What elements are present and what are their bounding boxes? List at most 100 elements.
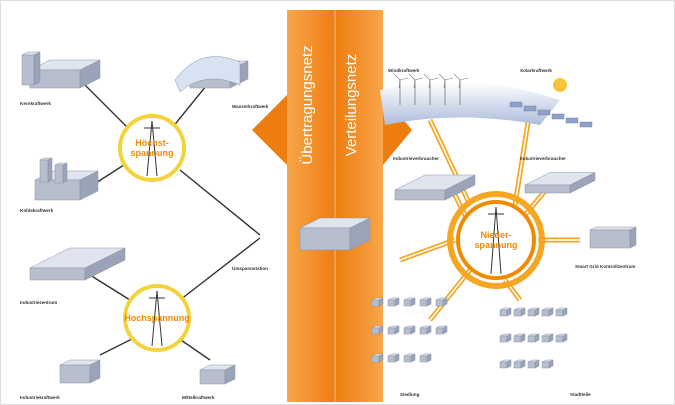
icon-front xyxy=(499,335,508,343)
icon-side xyxy=(506,359,512,369)
icon-side xyxy=(534,359,540,369)
orange-line-cores xyxy=(399,109,580,321)
hub xyxy=(123,284,191,352)
icon-side xyxy=(629,226,637,249)
hydro-dam xyxy=(174,56,241,93)
icon-side xyxy=(79,59,101,89)
icon-side xyxy=(534,307,540,317)
icon-side xyxy=(426,325,432,335)
distribution-label: Verteilungsnetz xyxy=(343,54,360,157)
icon-front xyxy=(387,299,396,307)
icon-side xyxy=(224,364,236,385)
node-label: Wasserkraftwerk xyxy=(232,104,269,109)
icon-front xyxy=(527,361,536,369)
icon-side xyxy=(562,307,568,317)
icon-front xyxy=(589,229,631,249)
icon-front xyxy=(527,335,536,343)
turbine-blades xyxy=(438,73,454,89)
turbine-blades xyxy=(423,73,439,89)
icon-side xyxy=(506,333,512,343)
solar-panel xyxy=(565,117,579,124)
icon-front xyxy=(371,299,380,307)
icon-front xyxy=(435,299,444,307)
icon-side xyxy=(47,157,53,183)
icon-front xyxy=(29,267,86,281)
node-label: Solarkraftwerk xyxy=(520,68,552,73)
icon-front xyxy=(387,355,396,363)
icon-side xyxy=(33,51,41,86)
solar-panel xyxy=(579,121,593,128)
connections xyxy=(79,74,580,361)
connection-lines xyxy=(79,74,261,361)
solar-panel xyxy=(509,101,523,108)
solar-panel xyxy=(523,105,537,112)
icon-side xyxy=(349,217,371,251)
node-label: Mittelkraftwerk xyxy=(182,395,215,400)
solar-sky xyxy=(380,82,560,125)
icon-front xyxy=(419,299,428,307)
icon-front xyxy=(541,361,550,369)
icon-front xyxy=(21,54,35,86)
icon-front xyxy=(403,355,412,363)
icon-side xyxy=(378,297,384,307)
icon-side xyxy=(394,325,400,335)
hub xyxy=(118,114,186,182)
icon-side xyxy=(442,297,448,307)
node-label: Industriekraftwerk xyxy=(20,395,60,400)
sun xyxy=(553,78,567,92)
icon-side xyxy=(426,297,432,307)
icon-side xyxy=(520,307,526,317)
icon-front xyxy=(513,335,522,343)
hub-label: Höchst- xyxy=(135,138,169,148)
icon-front xyxy=(54,164,64,184)
icon-front xyxy=(541,335,550,343)
icon-side xyxy=(442,325,448,335)
icon-side xyxy=(62,162,68,184)
node-label: Industrieverbraucher xyxy=(520,156,566,161)
solar-panel xyxy=(551,113,565,120)
icon-side xyxy=(548,333,554,343)
icon-front xyxy=(541,309,550,317)
hubs: Höchst-spannung Hochspannung Nieder-spannu… xyxy=(118,114,545,352)
hub-label: spannung xyxy=(131,148,174,158)
turbine-blades xyxy=(393,73,409,89)
icon-side xyxy=(426,353,432,363)
icon-front xyxy=(513,361,522,369)
node-label: Siedlung xyxy=(400,392,420,397)
icon-side xyxy=(410,353,416,363)
node-label: Smart Grid Kontrollzentrum xyxy=(575,264,636,269)
icon-side xyxy=(89,359,101,384)
hub-label: Nieder- xyxy=(480,230,511,240)
pylon xyxy=(149,290,165,347)
icon-front xyxy=(499,309,508,317)
icon-side xyxy=(84,247,126,281)
icon-top xyxy=(589,226,637,231)
icon-front xyxy=(387,327,396,335)
icon-side xyxy=(569,172,596,194)
transmission-label: Übertragungsnetz xyxy=(298,45,316,164)
node-label: Industriezentrum xyxy=(20,300,57,305)
labels: Kernkraftwerk Wasserkraftwerk Kohlekraftwe… xyxy=(20,68,636,400)
arrow-left xyxy=(252,95,287,165)
icon-front xyxy=(199,369,226,385)
icon-side xyxy=(562,333,568,343)
icon-front xyxy=(403,299,412,307)
icon-front xyxy=(435,327,444,335)
icon-front xyxy=(299,227,351,251)
node-label: Windkraftwerk xyxy=(388,68,420,73)
icon-side xyxy=(506,307,512,317)
icon-front xyxy=(39,159,49,183)
icon-front xyxy=(527,309,536,317)
solar-panel xyxy=(537,109,551,116)
icon-front xyxy=(513,309,522,317)
turbine-blades xyxy=(453,73,469,89)
icon-side xyxy=(79,170,99,201)
icon-front xyxy=(371,355,380,363)
node-label: Kohlekraftwerk xyxy=(20,208,54,213)
node-label: Stadtteile xyxy=(570,392,591,397)
icon-front xyxy=(403,327,412,335)
node-label: Kernkraftwerk xyxy=(20,101,51,106)
hub-label: Hochspannung xyxy=(124,313,190,323)
icon-front xyxy=(371,327,380,335)
